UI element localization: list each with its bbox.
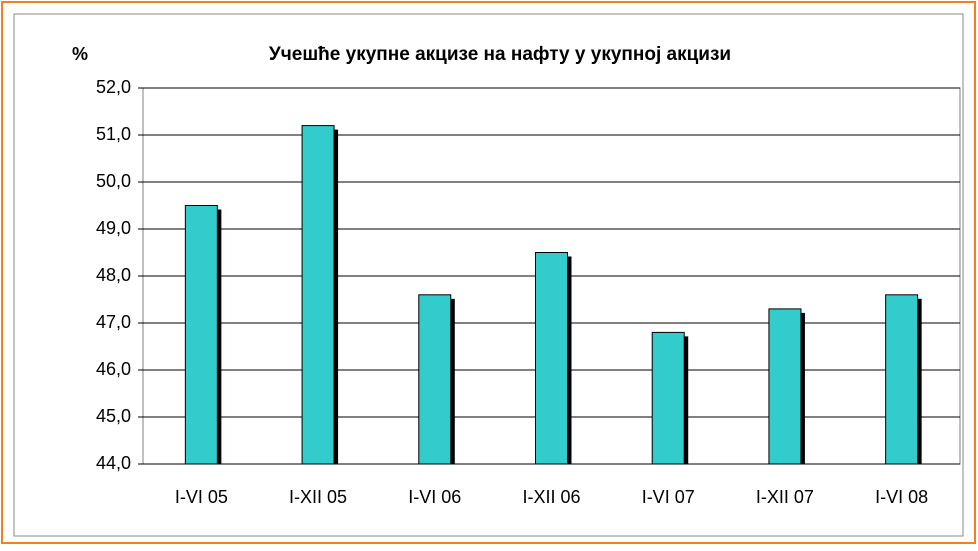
bar — [418, 294, 452, 465]
x-tick-label: I-VI 07 — [642, 487, 695, 507]
y-tick-label: 49,0 — [96, 218, 131, 238]
y-tick-label: 44,0 — [96, 453, 131, 473]
x-tick-label: I-VI 05 — [175, 487, 228, 507]
bar — [535, 252, 568, 465]
y-axis-label: % — [72, 44, 88, 64]
x-tick-label: I-XII 05 — [289, 487, 347, 507]
y-tick-label: 50,0 — [96, 171, 131, 191]
x-tick-label: I-XII 06 — [522, 487, 580, 507]
chart-title: Учешће укупне акцизе на нафту у укупној … — [269, 44, 731, 65]
bar — [885, 294, 919, 465]
y-tick-label: 47,0 — [96, 312, 131, 332]
bar — [184, 205, 218, 465]
y-tick-label: 52,0 — [96, 77, 131, 97]
x-tick-label: I-VI 06 — [408, 487, 461, 507]
bar — [651, 331, 685, 465]
y-tick-label: 46,0 — [96, 359, 131, 379]
y-tick-label: 51,0 — [96, 124, 131, 144]
y-tick-label: 45,0 — [96, 406, 131, 426]
bar — [301, 125, 335, 465]
bar — [768, 308, 802, 465]
x-tick-label: I-VI 08 — [875, 487, 928, 507]
y-tick-label: 48,0 — [96, 265, 131, 285]
x-tick-label: I-XII 07 — [756, 487, 814, 507]
